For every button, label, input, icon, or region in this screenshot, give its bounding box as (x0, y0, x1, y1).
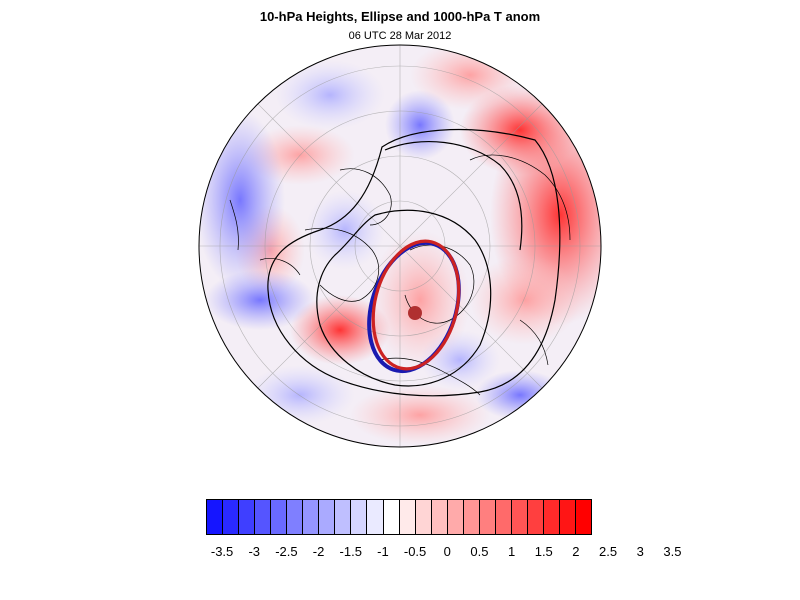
colorbar-swatch (303, 500, 320, 534)
colorbar-tick-label: -2.5 (275, 544, 298, 559)
colorbar-tick-label: 2 (572, 544, 580, 559)
colorbar-tick-label: 0.5 (470, 544, 489, 559)
colorbar-swatch (431, 500, 448, 534)
colorbar-tick-label: 1.5 (534, 544, 553, 559)
colorbar-tick-label: 0 (443, 544, 451, 559)
colorbar-swatch (415, 500, 432, 534)
colorbar-swatch (560, 500, 577, 534)
colorbar-tick-label: 1 (507, 544, 516, 559)
coastlines (229, 154, 571, 396)
colorbar-swatch (479, 500, 496, 534)
colorbar-swatch (399, 500, 416, 534)
colorbar-tick-label: 2.5 (599, 544, 618, 559)
colorbar-tick-label: -1.5 (339, 544, 362, 559)
colorbar-labels: -3.5 -3 -2.5 -2 -1.5 -1 -0.5 0 0.5 1 1.5 2 2.5 3 3.5 (0, 544, 800, 560)
colorbar-swatch (367, 500, 384, 534)
colorbar-tick-label: -3.5 (210, 544, 234, 559)
colorbar-swatch (383, 500, 400, 534)
colorbar-swatch (255, 500, 272, 534)
map-subtitle: 06 UTC 28 Mar 2012 (348, 30, 452, 42)
colorbar (206, 499, 592, 535)
colorbar-swatch (287, 500, 304, 534)
colorbar-swatch (207, 500, 224, 534)
colorbar-swatch (527, 500, 544, 534)
colorbar-swatch (319, 500, 336, 534)
ellipse-center-marker (408, 306, 422, 320)
colorbar-swatch (576, 500, 592, 534)
graticule (199, 45, 601, 447)
globe-boundary (198, 44, 602, 448)
colorbar-swatch (223, 500, 240, 534)
map-title: 10-hPa Heights, Ellipse and 1000-hPa T a… (259, 9, 541, 24)
colorbar-swatch (463, 500, 480, 534)
colorbar-swatch (511, 500, 528, 534)
colorbar-tick-label: 3 (636, 544, 644, 559)
height-contours (267, 128, 561, 397)
colorbar-tick-label: -3 (248, 544, 261, 559)
colorbar-swatch (271, 500, 288, 534)
colorbar-tick-label: 3.5 (663, 544, 682, 559)
colorbar-swatch (447, 500, 464, 534)
colorbar-tick-label: -1 (377, 544, 389, 559)
colorbar-swatch (335, 500, 352, 534)
colorbar-swatch (239, 500, 256, 534)
colorbar-swatch (543, 500, 561, 534)
colorbar-tick-label: -0.5 (403, 544, 427, 559)
ellipse-outline-red (371, 239, 461, 371)
colorbar-swatch (495, 500, 512, 534)
colorbar-swatch (351, 500, 368, 534)
colorbar-tick-label: -2 (312, 544, 325, 559)
